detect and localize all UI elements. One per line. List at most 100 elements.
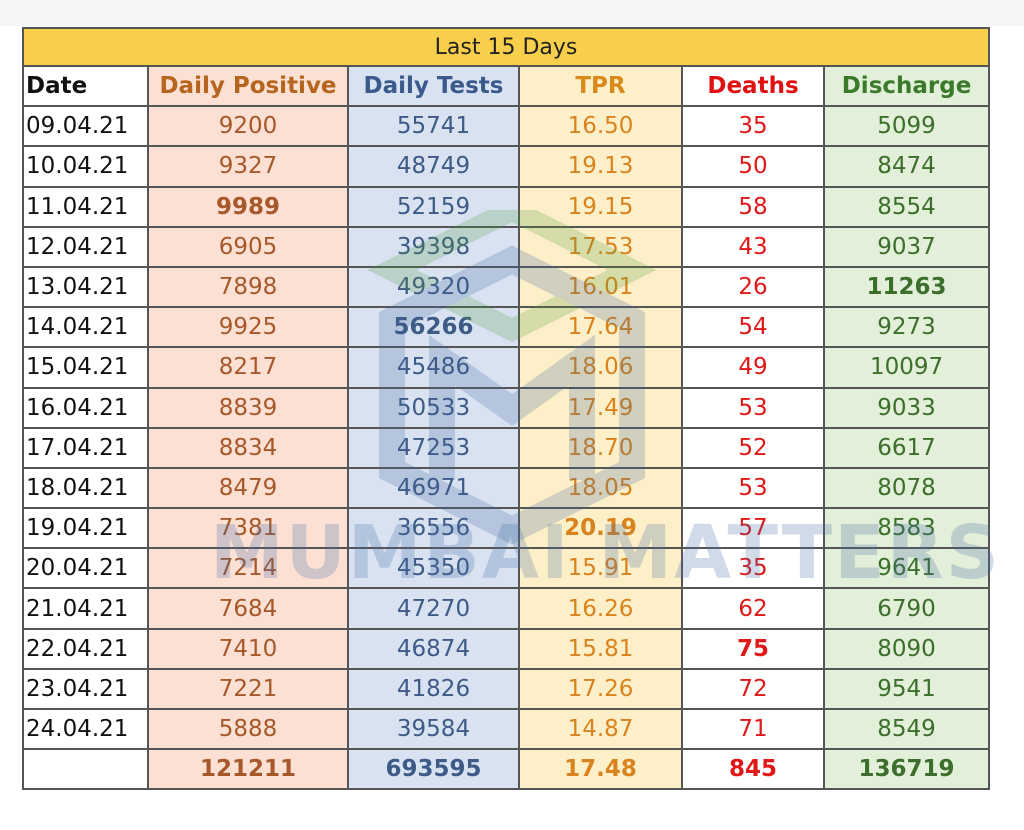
cell-tpr: 16.50 bbox=[518, 105, 683, 148]
cell-deaths: 53 bbox=[681, 386, 825, 429]
cell-discharge: 8554 bbox=[822, 185, 991, 228]
table-row: 17.04.21 8834 47253 18.70 52 6617 bbox=[22, 426, 991, 469]
cell-daily-positive: 7684 bbox=[147, 587, 349, 630]
cell-deaths: 35 bbox=[681, 105, 825, 148]
cell-deaths: 58 bbox=[681, 185, 825, 228]
cell-daily-tests: 48749 bbox=[347, 145, 520, 188]
total-daily-tests: 693595 bbox=[347, 748, 520, 791]
cell-daily-positive: 9200 bbox=[147, 105, 349, 148]
header-discharge: Discharge bbox=[822, 64, 991, 108]
cell-daily-tests: 52159 bbox=[347, 185, 520, 228]
cell-daily-positive: 7381 bbox=[147, 507, 349, 550]
total-discharge: 136719 bbox=[822, 748, 991, 791]
cell-discharge: 11263 bbox=[822, 265, 991, 309]
cell-discharge: 8474 bbox=[822, 145, 991, 188]
cell-tpr: 19.13 bbox=[518, 145, 683, 188]
cell-daily-tests: 41826 bbox=[347, 667, 520, 711]
cell-daily-positive: 8834 bbox=[147, 426, 349, 469]
last-15-days-table: Last 15 Days Date Daily Positive Daily T… bbox=[21, 27, 991, 791]
cell-daily-tests: 50533 bbox=[347, 386, 520, 429]
cell-date: 14.04.21 bbox=[22, 306, 149, 349]
cell-tpr: 17.53 bbox=[518, 225, 683, 268]
cell-discharge: 9641 bbox=[822, 547, 991, 590]
cell-tpr: 14.87 bbox=[518, 707, 683, 751]
total-daily-positive: 121211 bbox=[147, 748, 349, 791]
table-row: 22.04.21 7410 46874 15.81 75 8090 bbox=[22, 627, 991, 670]
header-daily-positive: Daily Positive bbox=[147, 64, 349, 108]
cell-deaths: 75 bbox=[681, 627, 825, 670]
cell-tpr: 17.49 bbox=[518, 386, 683, 429]
cell-tpr: 20.19 bbox=[518, 507, 683, 550]
cell-daily-tests: 36556 bbox=[347, 507, 520, 550]
table-row: 09.04.21 9200 55741 16.50 35 5099 bbox=[22, 105, 991, 148]
cell-deaths: 72 bbox=[681, 667, 825, 711]
cell-date: 16.04.21 bbox=[22, 386, 149, 429]
table-row: 12.04.21 6905 39398 17.53 43 9037 bbox=[22, 225, 991, 268]
cell-date: 15.04.21 bbox=[22, 346, 149, 389]
cell-deaths: 52 bbox=[681, 426, 825, 469]
cell-date: 10.04.21 bbox=[22, 145, 149, 188]
cell-daily-tests: 47253 bbox=[347, 426, 520, 469]
cell-daily-positive: 8217 bbox=[147, 346, 349, 389]
table-row: 10.04.21 9327 48749 19.13 50 8474 bbox=[22, 145, 991, 188]
totals-row: 121211 693595 17.48 845 136719 bbox=[22, 748, 991, 791]
cell-date: 21.04.21 bbox=[22, 587, 149, 630]
cell-date: 13.04.21 bbox=[22, 265, 149, 309]
cell-date: 09.04.21 bbox=[22, 105, 149, 148]
cell-daily-tests: 39584 bbox=[347, 707, 520, 751]
cell-daily-tests: 56266 bbox=[347, 306, 520, 349]
header-tpr: TPR bbox=[518, 64, 683, 108]
cell-discharge: 5099 bbox=[822, 105, 991, 148]
cell-discharge: 9273 bbox=[822, 306, 991, 349]
table-title-row: Last 15 Days bbox=[21, 27, 991, 67]
table-row: 11.04.21 9989 52159 19.15 58 8554 bbox=[22, 185, 991, 228]
table-row: 14.04.21 9925 56266 17.64 54 9273 bbox=[22, 306, 991, 349]
cell-deaths: 26 bbox=[681, 265, 825, 309]
cell-daily-positive: 8839 bbox=[147, 386, 349, 429]
cell-discharge: 8583 bbox=[822, 507, 991, 550]
cell-date: 24.04.21 bbox=[22, 707, 149, 751]
cell-discharge: 9033 bbox=[822, 386, 991, 429]
table-row: 24.04.21 5888 39584 14.87 71 8549 bbox=[22, 707, 991, 751]
cell-date: 19.04.21 bbox=[22, 507, 149, 550]
cell-tpr: 17.64 bbox=[518, 306, 683, 349]
cell-discharge: 10097 bbox=[822, 346, 991, 389]
cell-tpr: 16.01 bbox=[518, 265, 683, 309]
table-title: Last 15 Days bbox=[21, 27, 991, 67]
cell-date: 22.04.21 bbox=[22, 627, 149, 670]
cell-deaths: 71 bbox=[681, 707, 825, 751]
cell-deaths: 35 bbox=[681, 547, 825, 590]
cell-deaths: 54 bbox=[681, 306, 825, 349]
cell-deaths: 53 bbox=[681, 466, 825, 510]
cell-deaths: 50 bbox=[681, 145, 825, 188]
cell-tpr: 15.91 bbox=[518, 547, 683, 590]
header-deaths: Deaths bbox=[681, 64, 825, 108]
cell-daily-tests: 46971 bbox=[347, 466, 520, 510]
cell-date: 23.04.21 bbox=[22, 667, 149, 711]
cell-deaths: 43 bbox=[681, 225, 825, 268]
cell-daily-tests: 55741 bbox=[347, 105, 520, 148]
header-row: Date Daily Positive Daily Tests TPR Deat… bbox=[22, 64, 991, 108]
cell-discharge: 6790 bbox=[822, 587, 991, 630]
cell-discharge: 8090 bbox=[822, 627, 991, 670]
cell-deaths: 57 bbox=[681, 507, 825, 550]
cell-daily-tests: 46874 bbox=[347, 627, 520, 670]
cell-discharge: 8549 bbox=[822, 707, 991, 751]
cell-daily-positive: 6905 bbox=[147, 225, 349, 268]
cell-daily-tests: 45486 bbox=[347, 346, 520, 389]
table-row: 15.04.21 8217 45486 18.06 49 10097 bbox=[22, 346, 991, 389]
cell-daily-tests: 47270 bbox=[347, 587, 520, 630]
cell-tpr: 17.26 bbox=[518, 667, 683, 711]
cell-deaths: 62 bbox=[681, 587, 825, 630]
cell-daily-positive: 9925 bbox=[147, 306, 349, 349]
table-row: 13.04.21 7898 49320 16.01 26 11263 bbox=[22, 265, 991, 309]
cell-date: 18.04.21 bbox=[22, 466, 149, 510]
top-margin bbox=[0, 0, 1024, 26]
cell-tpr: 18.05 bbox=[518, 466, 683, 510]
cell-daily-positive: 7214 bbox=[147, 547, 349, 590]
cell-tpr: 19.15 bbox=[518, 185, 683, 228]
cell-discharge: 9541 bbox=[822, 667, 991, 711]
total-tpr: 17.48 bbox=[518, 748, 683, 791]
total-date bbox=[22, 748, 149, 791]
table-row: 16.04.21 8839 50533 17.49 53 9033 bbox=[22, 386, 991, 429]
